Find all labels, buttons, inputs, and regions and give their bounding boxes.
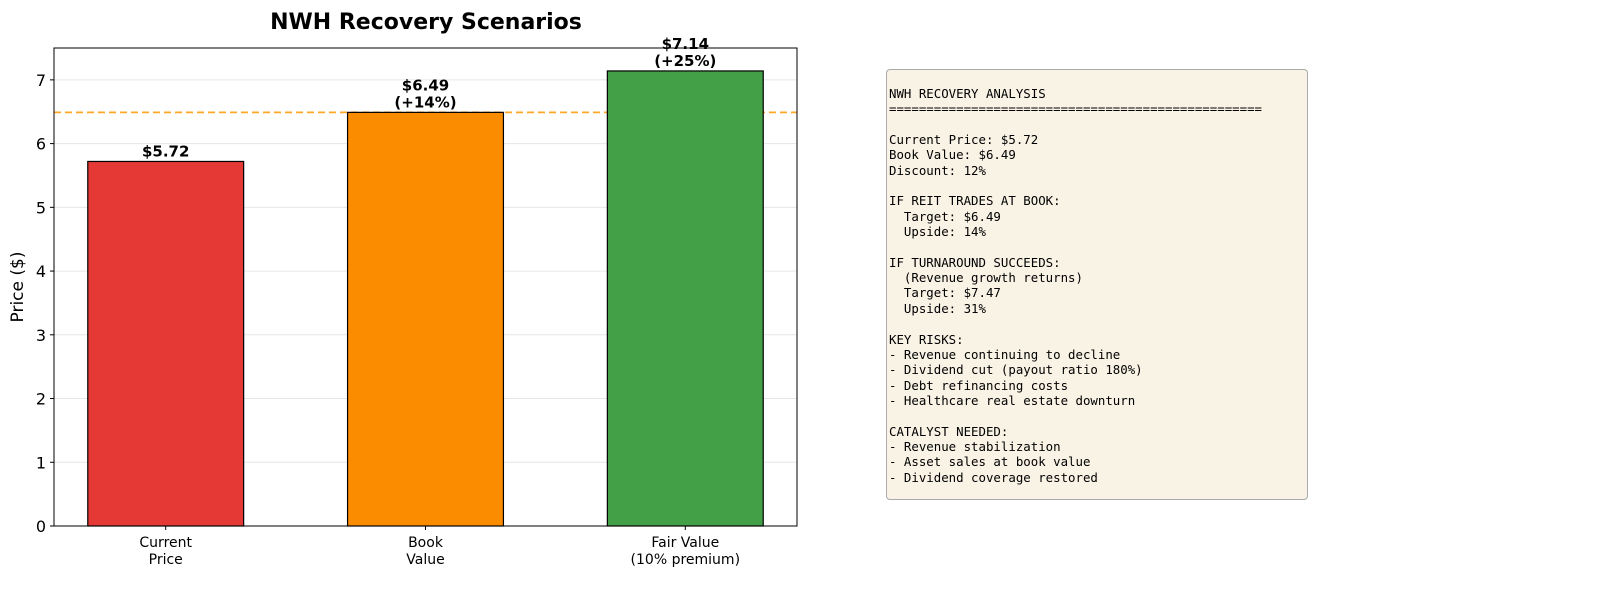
x-tick-label: Current Price [139,535,192,568]
data-label: $7.14 (+25%) [654,35,716,70]
y-tick-label: 4 [36,262,46,281]
data-label: $5.72 [142,142,189,160]
info-panel-text: NWH RECOVERY ANALYSIS ==================… [889,86,1262,485]
bar [346,111,505,527]
y-tick-label: 5 [36,198,46,217]
x-tick-label: Fair Value (10% premium) [631,535,740,568]
data-label: $6.49 (+14%) [394,76,456,111]
chart-title: NWH Recovery Scenarios [270,10,582,35]
bar [606,70,764,527]
info-panel [886,69,1308,500]
y-tick-label: 6 [36,135,46,154]
y-tick-label: 2 [36,390,46,409]
x-tick-label: Book Value [406,535,444,568]
y-tick-label: 3 [36,326,46,345]
y-tick-label: 7 [36,71,46,90]
bar [87,160,245,527]
y-tick-label: 1 [36,453,46,472]
bar-chart: NWH Recovery Scenarios $5.72 $6.49 (+14%) $… [8,10,798,568]
y-tick-label: 0 [36,517,46,536]
y-axis-label: Price ($) [8,252,28,323]
